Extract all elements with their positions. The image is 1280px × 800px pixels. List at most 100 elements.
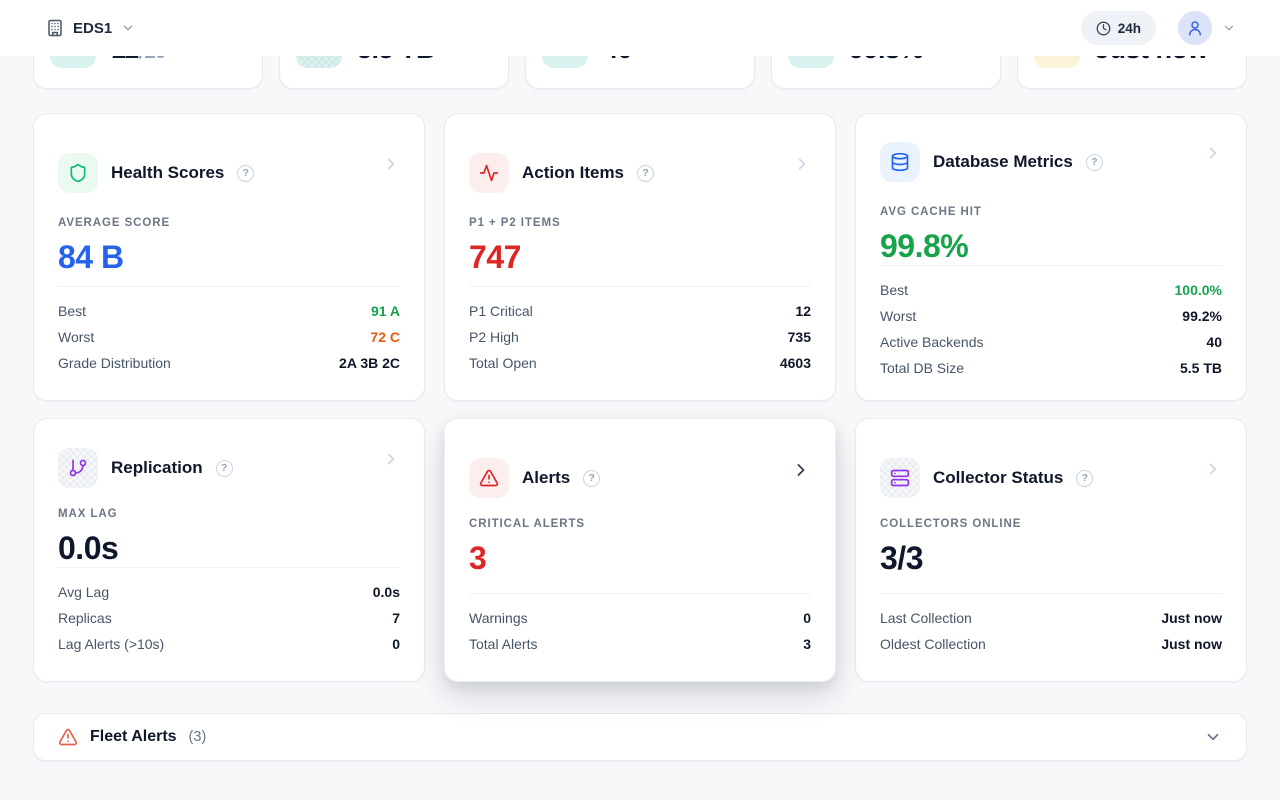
main-content: 11/19 5.5 TB 40 99.8% Just now Health (0, 0, 1280, 761)
stat-row-item: Grade Distribution 2A 3B 2C (58, 350, 400, 376)
fleet-alerts-count: (3) (188, 729, 207, 745)
time-range-button[interactable]: 24h (1080, 11, 1156, 45)
card-title: Collector Status (933, 468, 1064, 487)
stat-row-item: Worst 99.2% (880, 303, 1222, 329)
clock-icon (1096, 21, 1111, 36)
row-label: Replicas (58, 610, 112, 626)
database-icon (880, 142, 920, 182)
help-icon[interactable] (237, 164, 255, 182)
stat-row-item: Total DB Size 5.5 TB (880, 355, 1222, 381)
fleet-alerts-bar[interactable]: Fleet Alerts (3) (33, 713, 1247, 761)
chevron-right-icon[interactable] (1204, 460, 1222, 478)
metric-label: CRITICAL ALERTS (469, 518, 586, 530)
stat-row-item: Worst 72 C (58, 324, 400, 350)
stat-row-item: Best 91 A (58, 298, 400, 324)
chevron-down-icon (121, 21, 135, 35)
card-action-items[interactable]: Action Items P1 + P2 ITEMS 747 P1 Critic… (444, 113, 836, 401)
site-switcher[interactable]: EDS1 (46, 19, 135, 37)
row-value: 735 (787, 329, 811, 345)
metric-label: COLLECTORS ONLINE (880, 518, 1022, 530)
stat-row-item: Oldest Collection Just now (880, 631, 1222, 657)
alert-triangle-icon (469, 458, 509, 498)
metric-value: 99.8% (880, 228, 969, 264)
divider (880, 265, 1222, 266)
divider (469, 286, 811, 287)
metric-value: 747 (469, 239, 521, 275)
server-icon (880, 458, 920, 498)
row-value: 0.0s (372, 584, 400, 600)
row-label: Worst (880, 308, 917, 324)
metric-value: 0.0s (58, 530, 119, 566)
stat-row-item: Replicas 7 (58, 605, 400, 631)
chevron-right-icon[interactable] (791, 460, 811, 480)
row-value: 7 (392, 610, 400, 626)
help-icon[interactable] (1085, 153, 1103, 171)
card-title: Action Items (522, 163, 625, 182)
stat-row-item: Best 100.0% (880, 277, 1222, 303)
row-value: Just now (1161, 636, 1222, 652)
stat-row-item: Lag Alerts (>10s) 0 (58, 631, 400, 657)
stat-row-item: Active Backends 40 (880, 329, 1222, 355)
card-alerts[interactable]: Alerts CRITICAL ALERTS 3 Warnings 0 Tota… (444, 418, 836, 682)
activity-icon (469, 153, 509, 193)
metric-value: 3/3 (880, 540, 923, 576)
row-label: Active Backends (880, 334, 984, 350)
top-bar: EDS1 24h (0, 0, 1280, 56)
row-value: 3 (803, 636, 811, 652)
row-label: Best (880, 282, 909, 298)
stat-row-item: Avg Lag 0.0s (58, 579, 400, 605)
git-branch-icon (58, 448, 98, 488)
chevron-right-icon[interactable] (1204, 144, 1222, 162)
building-icon (46, 19, 64, 37)
row-label: Total Open (469, 355, 537, 371)
row-label: Oldest Collection (880, 636, 986, 652)
row-value: 100.0% (1174, 282, 1222, 298)
stat-row-item: Warnings 0 (469, 605, 811, 631)
card-database-metrics[interactable]: Database Metrics AVG CACHE HIT 99.8% Bes… (855, 113, 1247, 401)
divider (58, 567, 400, 568)
row-value: Just now (1161, 610, 1222, 626)
row-label: Total DB Size (880, 360, 965, 376)
card-replication[interactable]: Replication MAX LAG 0.0s Avg Lag 0.0s Re… (33, 418, 425, 682)
card-title: Alerts (522, 468, 571, 487)
chevron-down-icon[interactable] (1204, 728, 1222, 746)
card-health-scores[interactable]: Health Scores AVERAGE SCORE 84 B Best 91… (33, 113, 425, 401)
time-range-label: 24h (1117, 20, 1141, 36)
account-menu-chevron-icon[interactable] (1222, 21, 1236, 35)
row-label: P1 Critical (469, 303, 533, 319)
row-value: 91 A (370, 303, 400, 319)
row-value: 4603 (779, 355, 811, 371)
metric-label: P1 + P2 ITEMS (469, 217, 561, 229)
shield-icon (58, 153, 98, 193)
row-value: 40 (1206, 334, 1222, 350)
row-label: Total Alerts (469, 636, 538, 652)
stat-row-item: P2 High 735 (469, 324, 811, 350)
metric-label: AVG CACHE HIT (880, 206, 982, 218)
row-label: Grade Distribution (58, 355, 171, 371)
row-label: Warnings (469, 610, 528, 626)
row-label: Worst (58, 329, 95, 345)
card-collector-status[interactable]: Collector Status COLLECTORS ONLINE 3/3 L… (855, 418, 1247, 682)
row-label: Best (58, 303, 87, 319)
avatar-button[interactable] (1178, 11, 1212, 45)
row-value: 0 (392, 636, 400, 652)
divider (469, 593, 811, 594)
metric-label: AVERAGE SCORE (58, 217, 171, 229)
row-value: 99.2% (1182, 308, 1222, 324)
row-label: P2 High (469, 329, 519, 345)
chevron-right-icon[interactable] (382, 155, 400, 173)
help-icon[interactable] (215, 459, 233, 477)
chevron-right-icon[interactable] (793, 155, 811, 173)
help-icon[interactable] (583, 469, 601, 487)
stat-row-item: Total Alerts 3 (469, 631, 811, 657)
help-icon[interactable] (637, 164, 655, 182)
person-icon (1186, 19, 1204, 37)
divider (880, 593, 1222, 594)
stat-row-item: P1 Critical 12 (469, 298, 811, 324)
help-icon[interactable] (1076, 469, 1094, 487)
row-label: Last Collection (880, 610, 972, 626)
chevron-right-icon[interactable] (382, 450, 400, 468)
divider (58, 286, 400, 287)
stat-row-item: Total Open 4603 (469, 350, 811, 376)
metric-value: 3 (469, 540, 487, 576)
